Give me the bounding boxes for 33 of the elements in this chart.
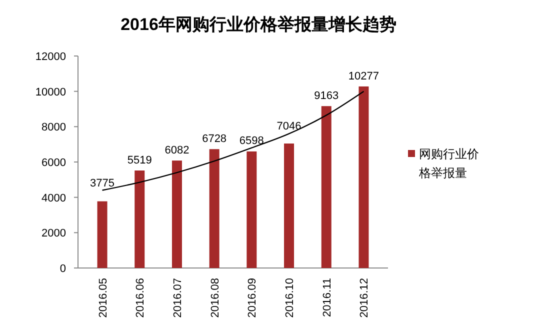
data-label: 6598	[239, 134, 264, 147]
data-label: 10277	[348, 70, 380, 82]
chart-title: 2016年网购行业价格举报量增长趋势	[120, 15, 396, 34]
y-tick-label: 6000	[42, 157, 66, 169]
data-label: 6728	[202, 133, 227, 146]
y-tick-label: 0	[60, 263, 66, 275]
bar	[172, 160, 182, 268]
x-tick-label: 2016.09	[246, 278, 259, 318]
x-tick-label: 2016.11	[321, 278, 334, 317]
x-tick-label: 2016.12	[358, 278, 371, 318]
y-tick-label: 4000	[42, 192, 66, 204]
bar	[246, 151, 257, 268]
data-label: 7046	[276, 120, 302, 133]
x-tick-label: 2016.07	[172, 278, 184, 318]
x-tick-label: 2016.10	[284, 278, 296, 318]
y-tick-label: 10000	[35, 86, 66, 98]
legend-label: 网购行业价格举报量	[418, 147, 479, 180]
y-tick-label: 12000	[35, 51, 66, 63]
bar	[284, 144, 294, 268]
bar	[134, 170, 145, 268]
bar	[97, 201, 108, 268]
data-label: 6082	[164, 144, 190, 157]
x-tick-label: 2016.06	[134, 278, 147, 318]
data-label: 9163	[314, 90, 339, 102]
bar	[358, 86, 369, 268]
x-tick-label: 2016.05	[97, 278, 110, 318]
y-tick-label: 2000	[42, 228, 66, 240]
x-tick-label: 2016.08	[209, 278, 222, 318]
data-label: 3775	[90, 177, 115, 190]
data-label: 5519	[127, 154, 152, 166]
bar	[321, 106, 332, 268]
bar	[209, 149, 220, 268]
y-tick-label: 8000	[42, 122, 66, 134]
